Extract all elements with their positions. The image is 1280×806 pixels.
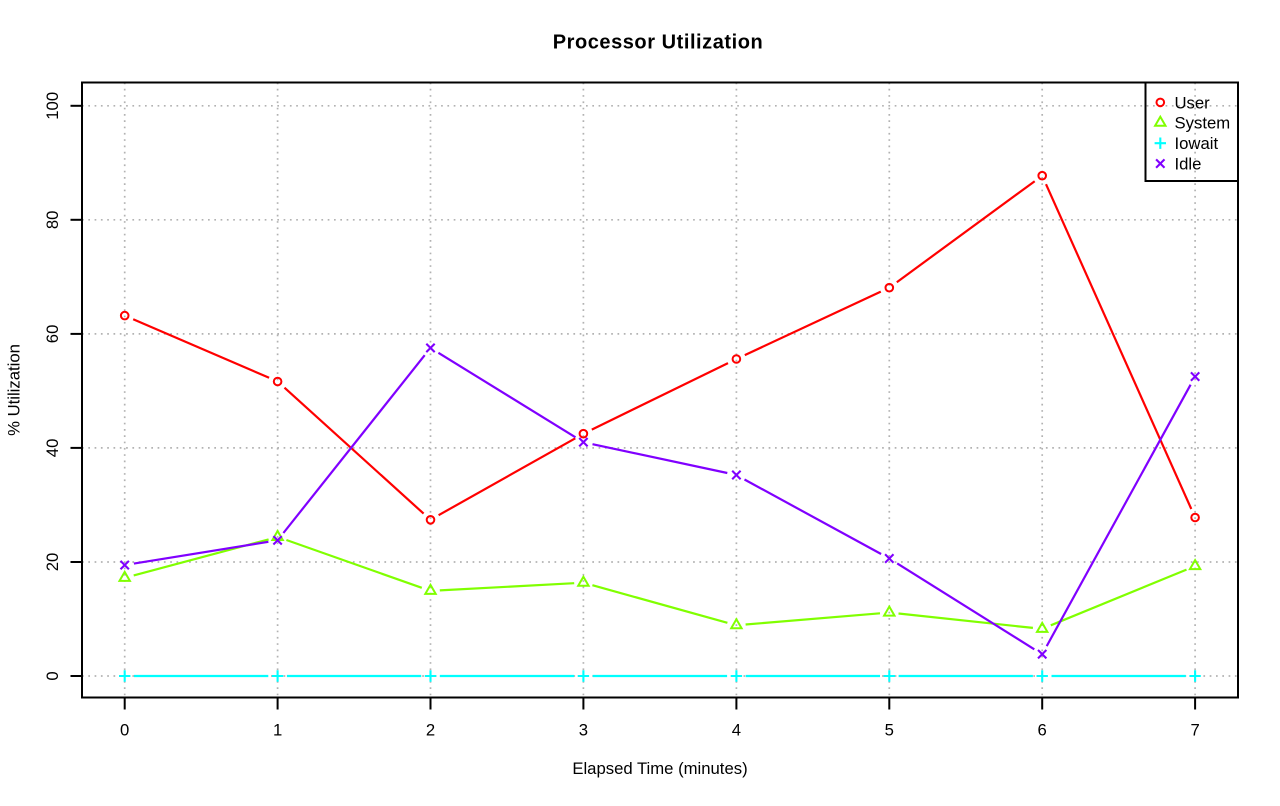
svg-text:6: 6 [1038, 720, 1047, 739]
svg-text:System: System [1175, 114, 1231, 133]
svg-text:Idle: Idle [1175, 155, 1202, 174]
svg-text:Processor Utilization: Processor Utilization [553, 32, 764, 54]
svg-text:Iowait: Iowait [1175, 134, 1219, 153]
svg-text:0: 0 [120, 720, 129, 739]
svg-text:3: 3 [579, 720, 588, 739]
svg-text:2: 2 [426, 720, 435, 739]
svg-text:100: 100 [43, 92, 62, 120]
svg-text:20: 20 [43, 553, 62, 572]
svg-text:40: 40 [43, 439, 62, 458]
svg-text:Elapsed Time (minutes): Elapsed Time (minutes) [572, 759, 747, 778]
svg-text:5: 5 [885, 720, 894, 739]
svg-text:0: 0 [43, 671, 62, 680]
svg-text:% Utilization: % Utilization [4, 344, 23, 436]
svg-text:4: 4 [732, 720, 741, 739]
svg-text:User: User [1175, 93, 1211, 112]
svg-text:80: 80 [43, 211, 62, 230]
svg-text:60: 60 [43, 325, 62, 344]
svg-text:1: 1 [273, 720, 282, 739]
svg-text:7: 7 [1190, 720, 1199, 739]
